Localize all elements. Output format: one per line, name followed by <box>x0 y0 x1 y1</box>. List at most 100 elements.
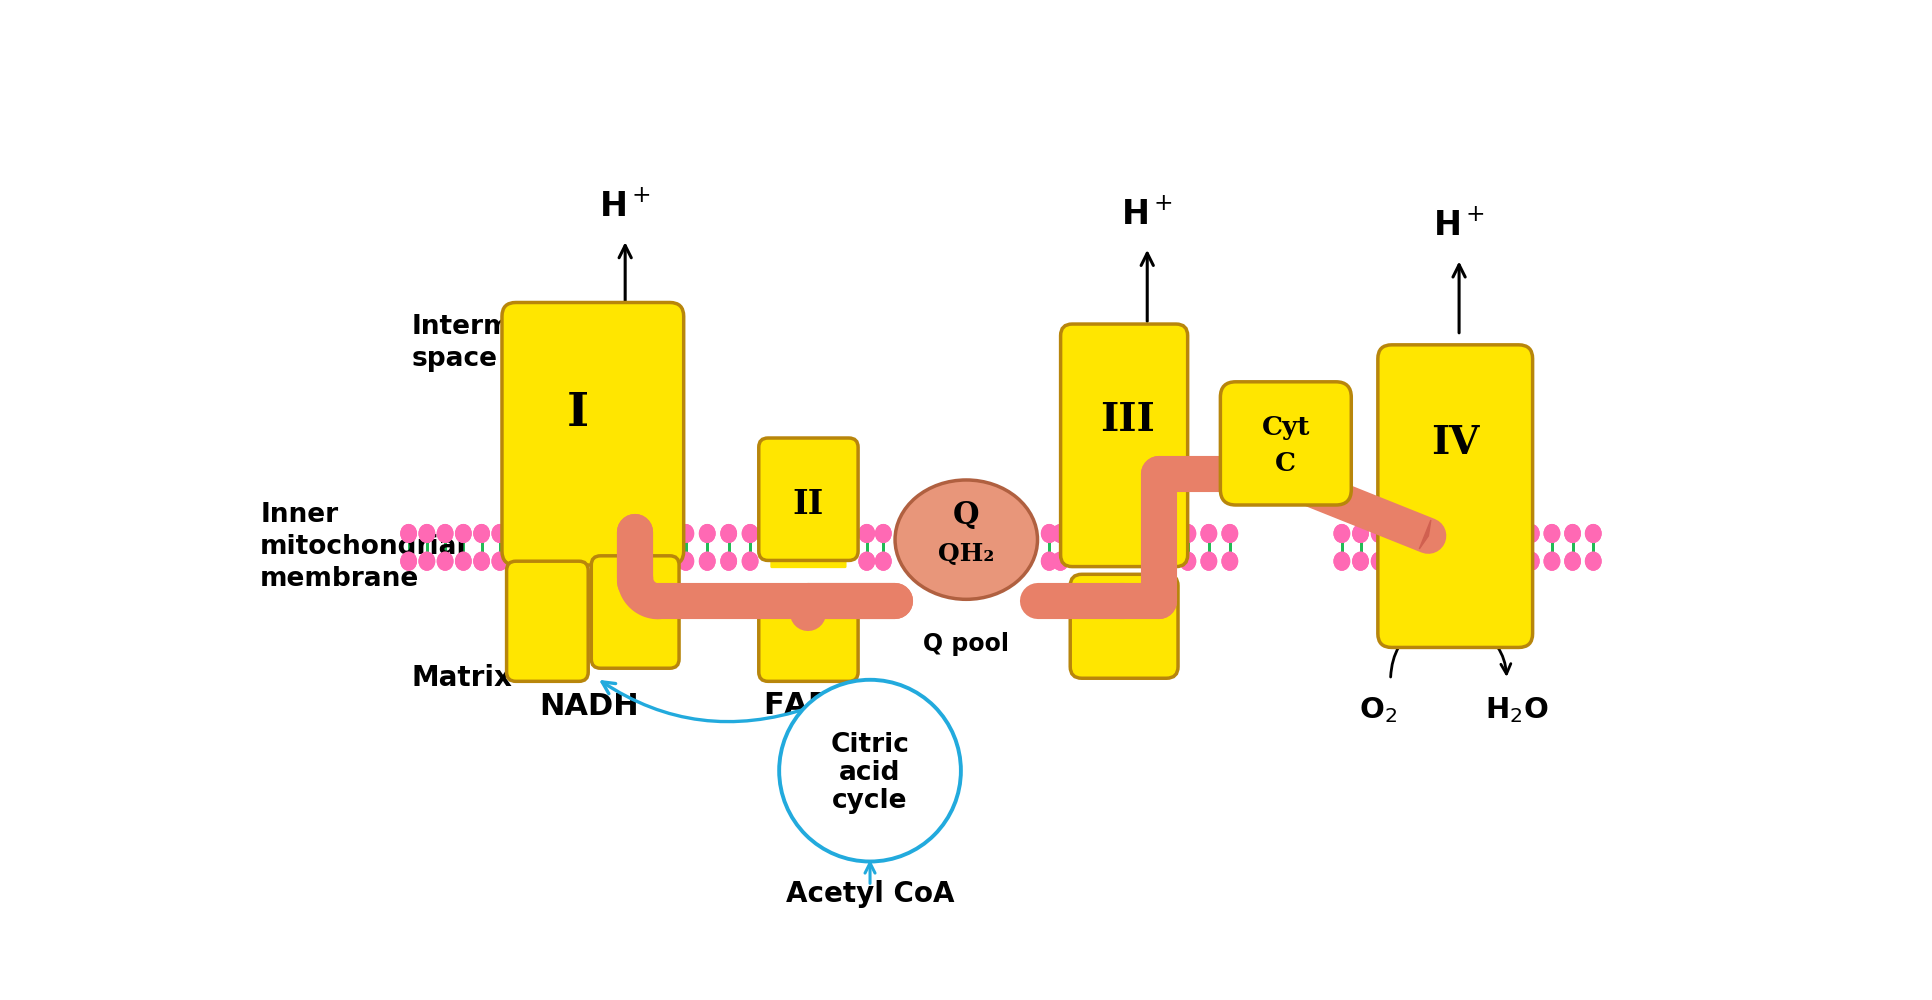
Ellipse shape <box>699 525 715 542</box>
Ellipse shape <box>1202 525 1217 542</box>
Ellipse shape <box>860 552 875 570</box>
Ellipse shape <box>1041 525 1057 542</box>
Ellipse shape <box>678 525 694 542</box>
FancyBboxPatch shape <box>1061 324 1188 567</box>
Ellipse shape <box>1586 552 1602 570</box>
Ellipse shape <box>1565 525 1580 542</box>
Ellipse shape <box>1586 552 1602 570</box>
Ellipse shape <box>1180 552 1196 570</box>
Ellipse shape <box>493 552 508 570</box>
Ellipse shape <box>1544 552 1559 570</box>
Ellipse shape <box>860 525 875 542</box>
FancyBboxPatch shape <box>771 548 846 568</box>
Ellipse shape <box>1372 552 1387 570</box>
Ellipse shape <box>699 552 715 570</box>
Ellipse shape <box>456 552 471 570</box>
Text: Q pool: Q pool <box>923 632 1009 656</box>
Ellipse shape <box>1524 525 1540 542</box>
Ellipse shape <box>875 525 891 542</box>
Ellipse shape <box>678 552 694 570</box>
Text: acid: acid <box>838 760 900 786</box>
Ellipse shape <box>1202 525 1217 542</box>
Ellipse shape <box>402 552 415 570</box>
Ellipse shape <box>875 552 891 570</box>
Ellipse shape <box>1565 552 1580 570</box>
Text: H$^+$: H$^+$ <box>1434 210 1486 243</box>
FancyBboxPatch shape <box>506 561 587 681</box>
Text: I: I <box>566 390 589 436</box>
Ellipse shape <box>1544 552 1559 570</box>
Ellipse shape <box>1041 552 1057 570</box>
FancyBboxPatch shape <box>591 556 678 668</box>
Ellipse shape <box>473 552 489 570</box>
Ellipse shape <box>1524 552 1540 570</box>
Ellipse shape <box>1053 552 1068 570</box>
Text: III: III <box>1101 401 1155 439</box>
Ellipse shape <box>493 525 508 542</box>
Ellipse shape <box>456 525 471 542</box>
Ellipse shape <box>1335 525 1350 542</box>
Ellipse shape <box>493 552 508 570</box>
Ellipse shape <box>1053 525 1068 542</box>
Ellipse shape <box>1524 552 1540 570</box>
Ellipse shape <box>1586 525 1602 542</box>
Ellipse shape <box>437 552 452 570</box>
Ellipse shape <box>1223 525 1238 542</box>
Ellipse shape <box>419 525 435 542</box>
Ellipse shape <box>1372 525 1387 542</box>
FancyBboxPatch shape <box>759 438 858 560</box>
Text: cycle: cycle <box>833 788 908 814</box>
FancyBboxPatch shape <box>1070 574 1179 678</box>
Ellipse shape <box>1524 525 1540 542</box>
Text: O$_2$: O$_2$ <box>1360 695 1397 725</box>
Ellipse shape <box>678 552 694 570</box>
Ellipse shape <box>721 525 736 542</box>
Text: C: C <box>1275 451 1296 476</box>
Text: Inner
mitochondrial
membrane: Inner mitochondrial membrane <box>261 502 468 592</box>
Text: NADH: NADH <box>539 692 639 721</box>
Ellipse shape <box>1544 525 1559 542</box>
Ellipse shape <box>1352 525 1368 542</box>
Ellipse shape <box>1180 552 1196 570</box>
FancyBboxPatch shape <box>759 600 858 681</box>
Ellipse shape <box>1223 525 1238 542</box>
Ellipse shape <box>419 552 435 570</box>
Ellipse shape <box>721 552 736 570</box>
Ellipse shape <box>1352 552 1368 570</box>
Ellipse shape <box>419 552 435 570</box>
Ellipse shape <box>1565 552 1580 570</box>
Ellipse shape <box>1372 552 1387 570</box>
Ellipse shape <box>1053 552 1068 570</box>
Ellipse shape <box>419 525 435 542</box>
Text: Matrix: Matrix <box>412 664 512 692</box>
Ellipse shape <box>1223 552 1238 570</box>
Ellipse shape <box>1586 525 1602 542</box>
Ellipse shape <box>1202 552 1217 570</box>
Text: II: II <box>792 488 825 522</box>
Ellipse shape <box>493 525 508 542</box>
Ellipse shape <box>895 480 1037 599</box>
Ellipse shape <box>1335 552 1350 570</box>
Ellipse shape <box>456 552 471 570</box>
FancyBboxPatch shape <box>1084 584 1165 610</box>
Ellipse shape <box>1202 552 1217 570</box>
Ellipse shape <box>875 525 891 542</box>
Ellipse shape <box>473 525 489 542</box>
Ellipse shape <box>1352 525 1368 542</box>
Ellipse shape <box>742 552 757 570</box>
Text: H$_2$O: H$_2$O <box>1486 695 1549 725</box>
Text: H$^+$: H$^+$ <box>599 191 651 224</box>
Ellipse shape <box>699 552 715 570</box>
FancyBboxPatch shape <box>512 570 674 628</box>
Ellipse shape <box>1544 525 1559 542</box>
Ellipse shape <box>721 525 736 542</box>
Text: Acetyl CoA: Acetyl CoA <box>786 880 954 908</box>
Polygon shape <box>1420 520 1432 549</box>
Ellipse shape <box>1565 525 1580 542</box>
Ellipse shape <box>456 525 471 542</box>
Ellipse shape <box>875 552 891 570</box>
Text: QH₂: QH₂ <box>939 542 995 566</box>
FancyBboxPatch shape <box>1221 382 1350 505</box>
Circle shape <box>779 680 960 862</box>
Ellipse shape <box>721 552 736 570</box>
